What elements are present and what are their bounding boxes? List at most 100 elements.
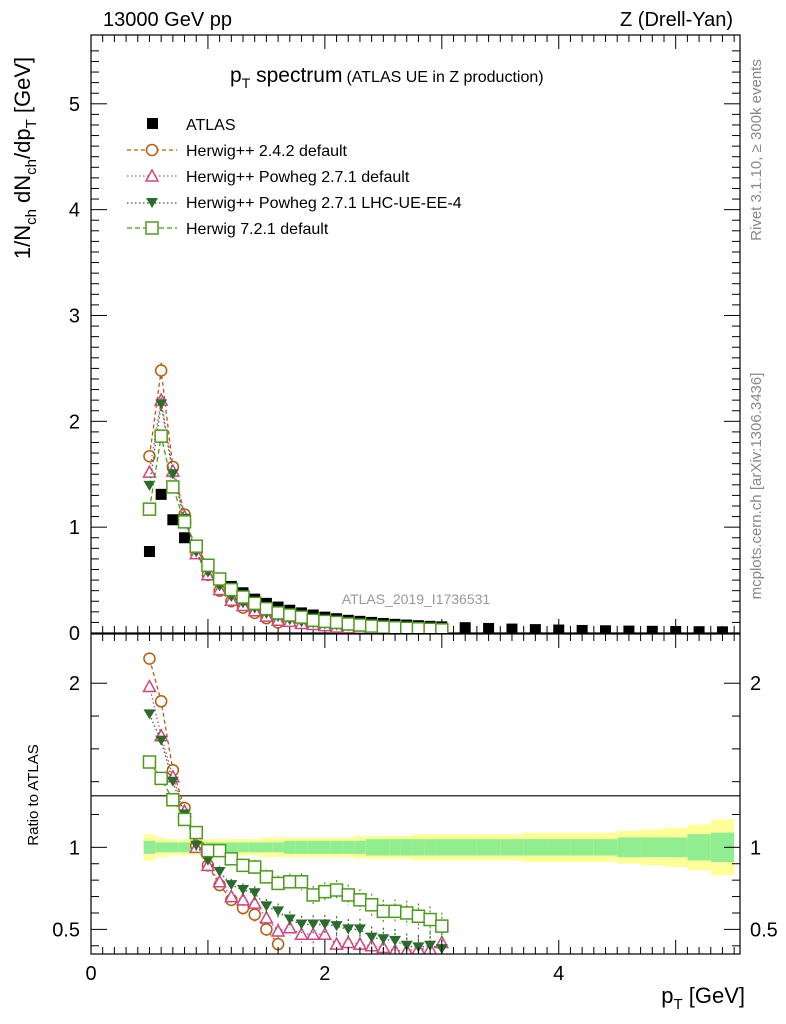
ratio-band-inner <box>283 840 296 854</box>
ratio-point-herwig-721 <box>376 904 391 919</box>
main-ytick-label-4: 4 <box>69 200 80 222</box>
xtick-label-0: 0 <box>85 963 96 985</box>
data-point-atlas <box>600 625 612 633</box>
ratio-band-inner <box>237 842 249 853</box>
ratio-point-herwig-721 <box>177 812 192 827</box>
data-point-herwig-721 <box>294 610 309 624</box>
ratio-point-powheg-lhc-ue <box>143 709 156 720</box>
ratio-band-inner <box>640 837 664 858</box>
ratio-ytick-label-left-0: 0.5 <box>52 919 80 941</box>
ratio-band-inner <box>295 840 308 854</box>
ratio-point-powheg-lhc-ue <box>190 840 203 851</box>
ratio-point-powheg-lhc-ue <box>389 935 402 946</box>
ratio-band-inner <box>523 839 548 856</box>
ratio-y-tick-labels: 0.5 1 2 0.5 1 2 <box>52 673 778 941</box>
ratio-point-powheg-lhc-ue <box>248 888 261 899</box>
ratio-point-herwig-721 <box>142 755 157 769</box>
ratio-point-powheg-lhc-ue <box>353 924 366 935</box>
ratio-band-inner <box>319 840 331 854</box>
analysis-watermark: ATLAS_2019_I1736531 <box>342 591 491 607</box>
legend-entry-herwig-721: Herwig 7.2.1 default <box>127 221 329 238</box>
ratio-point-herwig-721 <box>259 870 274 884</box>
ratio-band-inner <box>307 840 320 854</box>
ratio-data-layer <box>142 652 450 954</box>
ratio-point-herwig-721 <box>329 883 344 897</box>
ratio-point-powheg-default <box>305 926 321 941</box>
data-point-herwig-721 <box>399 621 414 633</box>
ratio-axis-ticks <box>90 634 740 954</box>
ratio-point-powheg-lhc-ue <box>283 914 296 925</box>
data-point-herwig-721 <box>306 613 320 628</box>
ratio-point-powheg-default <box>235 892 251 906</box>
data-point-atlas <box>143 546 155 558</box>
data-point-herwig-721 <box>154 429 168 443</box>
data-point-herwigpp-242 <box>154 364 168 377</box>
legend-entry-atlas: ATLAS <box>147 117 236 134</box>
ratio-band-inner <box>476 839 501 856</box>
ratio-uncertainty-bands <box>143 819 735 876</box>
ratio-point-powheg-lhc-ue <box>424 940 437 951</box>
ratio-point-powheg-default <box>259 910 274 924</box>
ratio-band-inner <box>178 842 191 853</box>
legend-marker-atlas <box>147 118 158 129</box>
ratio-ytick-label-left-1: 1 <box>69 837 80 859</box>
header-energy: 13000 GeV pp <box>103 9 232 31</box>
data-point-herwig-721 <box>435 623 449 633</box>
ratio-point-herwig-721 <box>306 888 320 902</box>
x-axis-label: pT [GeV] <box>661 983 745 1013</box>
ratio-point-powheg-lhc-ue <box>318 919 331 930</box>
data-point-herwig-721 <box>166 480 180 494</box>
ratio-point-powheg-default <box>270 923 286 937</box>
data-point-herwig-721 <box>142 502 157 516</box>
data-point-herwig-721 <box>212 572 227 586</box>
ratio-band-inner <box>412 839 425 856</box>
ratio-point-powheg-lhc-ue <box>377 934 390 945</box>
ratio-point-powheg-default <box>282 920 298 934</box>
ratio-band-inner <box>593 839 618 856</box>
data-point-atlas <box>529 624 541 633</box>
data-point-atlas <box>623 625 635 633</box>
legend-marker-herwigpp-242 <box>145 143 159 157</box>
ratio-point-powheg-lhc-ue <box>307 919 320 930</box>
data-point-herwig-721 <box>318 614 332 629</box>
ratio-point-herwigpp-242 <box>248 908 261 921</box>
ratio-band-inner <box>663 837 688 858</box>
ratio-point-herwig-721 <box>423 912 437 927</box>
ratio-band-inner <box>687 834 711 861</box>
ratio-point-powheg-lhc-ue <box>225 880 238 891</box>
ratio-point-herwig-721 <box>411 909 426 924</box>
ratio-band-inner <box>424 839 436 856</box>
main-axis-ticks <box>90 35 740 634</box>
ratio-point-herwig-721 <box>271 876 285 891</box>
ratio-band-inner <box>400 839 413 856</box>
ratio-point-powheg-lhc-ue <box>330 921 343 932</box>
legend-label-herwig-721: Herwig 7.2.1 default <box>186 221 329 238</box>
ratio-band-inner <box>453 839 477 856</box>
main-ytick-label-0: 0 <box>69 623 80 645</box>
ratio-point-powheg-lhc-ue <box>400 940 413 951</box>
ratio-point-powheg-default <box>212 874 227 888</box>
ratio-band-inner <box>389 839 401 856</box>
ratio-point-herwig-721 <box>154 771 168 786</box>
ratio-band-inner <box>225 842 238 853</box>
header-process: Z (Drell-Yan) <box>620 9 733 31</box>
ratio-band-inner <box>272 842 284 853</box>
ratio-point-powheg-lhc-ue <box>166 776 179 787</box>
data-point-atlas <box>553 624 565 633</box>
data-point-herwig-721 <box>177 515 192 529</box>
main-ytick-label-5: 5 <box>69 94 80 116</box>
ratio-band-inner <box>342 840 355 854</box>
data-point-atlas <box>670 626 682 633</box>
ratio-y-axis-label: Ratio to ATLAS <box>25 744 42 845</box>
ratio-ytick-label-left-2: 2 <box>69 673 80 695</box>
data-point-herwig-721 <box>341 617 356 631</box>
xtick-label-2: 4 <box>553 963 564 985</box>
ratio-point-herwigpp-242 <box>143 652 156 665</box>
legend-label-herwigpp-242: Herwig++ 2.4.2 default <box>186 143 348 160</box>
ratio-point-powheg-default <box>247 895 262 909</box>
data-point-atlas <box>179 532 191 544</box>
ratio-point-powheg-default <box>224 888 239 903</box>
data-point-herwig-721 <box>271 606 285 620</box>
data-point-atlas <box>576 624 588 633</box>
